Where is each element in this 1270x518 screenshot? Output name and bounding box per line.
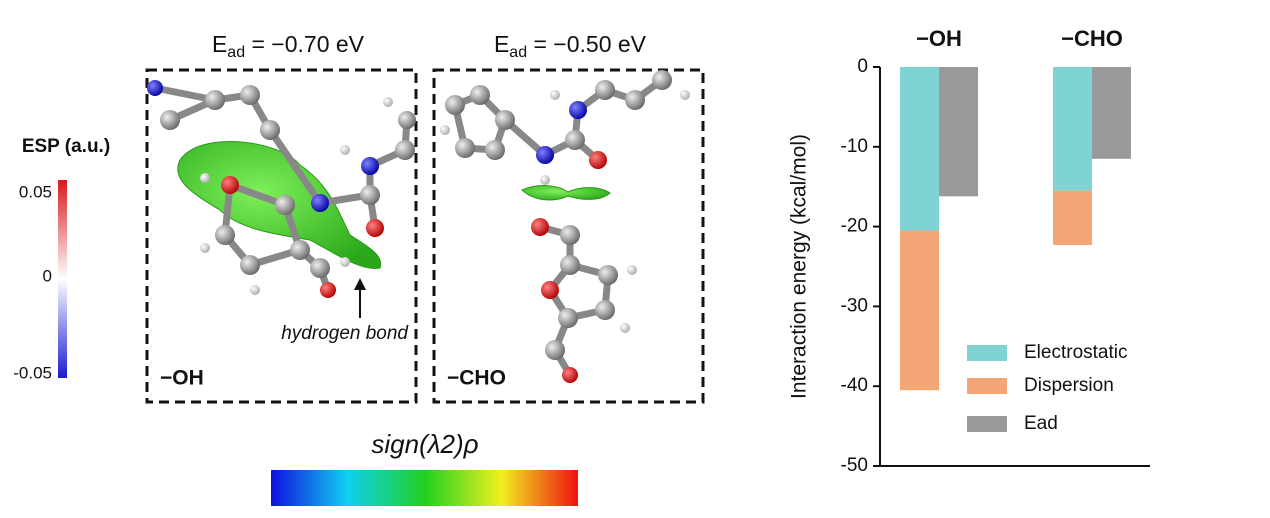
legend-label: Electrostatic [1024, 342, 1127, 363]
legend-swatch [967, 378, 1007, 394]
molecule-cho [440, 70, 690, 383]
energy-symbol: E [494, 31, 509, 57]
esp-colorbar [58, 180, 67, 378]
esp-tick: 0.05 [19, 182, 52, 201]
category-label: −CHO [1061, 26, 1123, 51]
annotation-arrowhead [354, 278, 366, 290]
bar-segment [1053, 67, 1092, 191]
esp-tick: -0.05 [13, 363, 52, 382]
legend-label: Ead [1024, 413, 1058, 434]
panel-frame [432, 68, 705, 404]
y-tick-label: -50 [841, 455, 868, 476]
y-tick-label: 0 [857, 56, 868, 77]
y-axis-label: Interaction energy (kcal/mol) [788, 134, 811, 399]
y-tick-label: -10 [841, 136, 868, 157]
molecule-oh [147, 80, 416, 298]
energy-symbol: E [212, 31, 227, 57]
esp-tick: 0 [43, 266, 52, 285]
bar [939, 67, 978, 197]
panel-label: −CHO [447, 367, 506, 390]
legend-label: Dispersion [1024, 375, 1114, 396]
bar [1092, 67, 1131, 159]
y-tick-label: -40 [841, 375, 868, 396]
panel-energy: Ead = −0.50 eV [494, 31, 647, 61]
energy-text: = −0.50 eV [527, 31, 647, 57]
y-tick-label: -30 [841, 295, 868, 316]
energy-subscript: ad [227, 44, 245, 61]
legend-swatch [967, 345, 1007, 361]
esp-title: ESP (a.u.) [22, 136, 110, 157]
energy-text: = −0.70 eV [245, 31, 365, 57]
y-tick-label: -20 [841, 216, 868, 237]
panel-label: −OH [160, 367, 204, 390]
category-label: −OH [916, 26, 962, 51]
legend-swatch [967, 416, 1007, 432]
panel-frame [145, 68, 418, 404]
bar-segment [1053, 190, 1092, 245]
colorbar-label: sign(λ2)ρ [371, 429, 478, 459]
annotation: hydrogen bond [281, 323, 409, 344]
bar-segment [900, 67, 939, 231]
panel-energy: Ead = −0.70 eV [212, 31, 365, 61]
colorbar [271, 470, 578, 506]
energy-subscript: ad [509, 44, 527, 61]
bar-chart: 0 -10 -20 -30 -40 -50 Interaction energy (kcal… [788, 26, 1150, 476]
bar-segment [900, 230, 939, 391]
